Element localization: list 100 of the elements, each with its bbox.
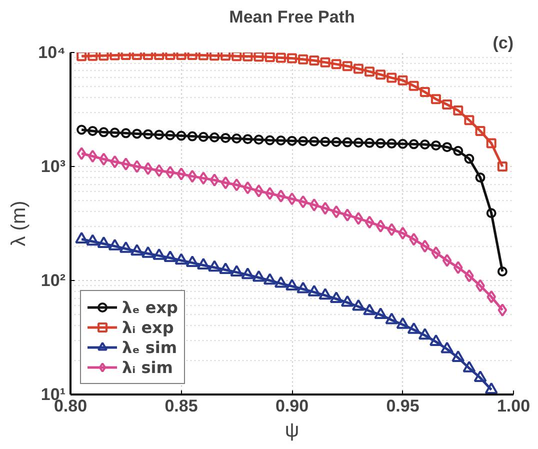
point xyxy=(143,52,154,60)
point xyxy=(287,192,297,206)
point xyxy=(286,278,298,290)
point xyxy=(196,258,210,270)
point xyxy=(120,128,131,138)
point xyxy=(75,232,88,244)
point xyxy=(453,261,463,274)
point xyxy=(486,138,496,148)
point xyxy=(418,328,432,340)
point xyxy=(254,52,264,62)
chart-title: Mean Free Path xyxy=(229,8,355,26)
point xyxy=(398,138,408,149)
point xyxy=(408,80,419,91)
point xyxy=(331,137,342,147)
point xyxy=(164,250,177,262)
point xyxy=(354,212,364,225)
point xyxy=(274,276,288,288)
point xyxy=(364,138,375,148)
point xyxy=(132,52,142,60)
point xyxy=(340,295,354,307)
point xyxy=(420,87,430,98)
point xyxy=(486,290,496,304)
x-tick-label: 0.95 xyxy=(386,396,420,416)
point xyxy=(497,162,508,172)
point xyxy=(385,312,398,324)
point xyxy=(276,190,286,203)
point xyxy=(209,52,220,61)
point xyxy=(342,208,352,222)
point xyxy=(364,66,375,77)
point xyxy=(110,128,120,138)
point xyxy=(342,137,352,148)
point xyxy=(97,236,110,248)
point xyxy=(320,136,330,147)
point xyxy=(464,269,474,282)
point xyxy=(166,166,175,179)
point xyxy=(420,240,430,253)
point xyxy=(174,253,188,265)
point xyxy=(176,167,186,180)
point xyxy=(198,132,208,142)
point xyxy=(440,342,454,354)
point xyxy=(143,129,154,140)
point xyxy=(429,334,442,346)
point xyxy=(232,134,242,144)
point xyxy=(187,52,198,60)
point xyxy=(342,61,352,72)
x-tick-label: 1.00 xyxy=(496,396,530,416)
point xyxy=(386,138,397,149)
y-tick-label: 10³ xyxy=(40,157,66,176)
point xyxy=(232,178,242,192)
point xyxy=(176,52,186,60)
point xyxy=(320,202,330,215)
point xyxy=(88,52,98,61)
point xyxy=(431,246,441,260)
point xyxy=(331,59,342,70)
point xyxy=(420,139,430,150)
point xyxy=(309,136,320,146)
point xyxy=(442,254,452,267)
x-tick-label: 0.90 xyxy=(275,396,309,416)
legend-label: λₑ exp xyxy=(122,298,178,316)
point xyxy=(318,288,332,300)
point xyxy=(287,136,297,146)
point xyxy=(154,164,164,178)
annotation: (c) xyxy=(492,34,514,52)
point xyxy=(398,226,408,240)
point xyxy=(430,140,441,150)
point xyxy=(219,262,232,274)
point xyxy=(298,195,308,208)
point xyxy=(464,115,474,126)
point xyxy=(276,136,286,146)
point xyxy=(376,70,386,80)
point xyxy=(464,154,474,164)
point xyxy=(98,52,109,61)
y-tick-label: 10² xyxy=(40,271,66,290)
point xyxy=(132,160,142,173)
point xyxy=(409,232,418,246)
point xyxy=(407,322,420,334)
point xyxy=(298,54,308,64)
point xyxy=(498,304,508,317)
point xyxy=(264,52,275,62)
point xyxy=(86,234,100,246)
point xyxy=(264,135,275,146)
point xyxy=(130,244,144,256)
point xyxy=(298,136,308,146)
point xyxy=(176,130,186,141)
point xyxy=(198,52,208,60)
point xyxy=(143,162,153,176)
point xyxy=(254,134,264,145)
point xyxy=(242,134,253,144)
legend-label: λᵢ exp xyxy=(122,318,174,336)
point xyxy=(232,52,242,62)
point xyxy=(88,150,98,163)
point xyxy=(462,360,476,372)
point xyxy=(188,170,197,183)
point xyxy=(376,138,386,148)
point xyxy=(486,208,496,218)
point xyxy=(220,52,231,61)
point xyxy=(220,132,231,143)
point xyxy=(210,174,220,187)
point xyxy=(76,147,86,160)
point xyxy=(398,75,408,86)
